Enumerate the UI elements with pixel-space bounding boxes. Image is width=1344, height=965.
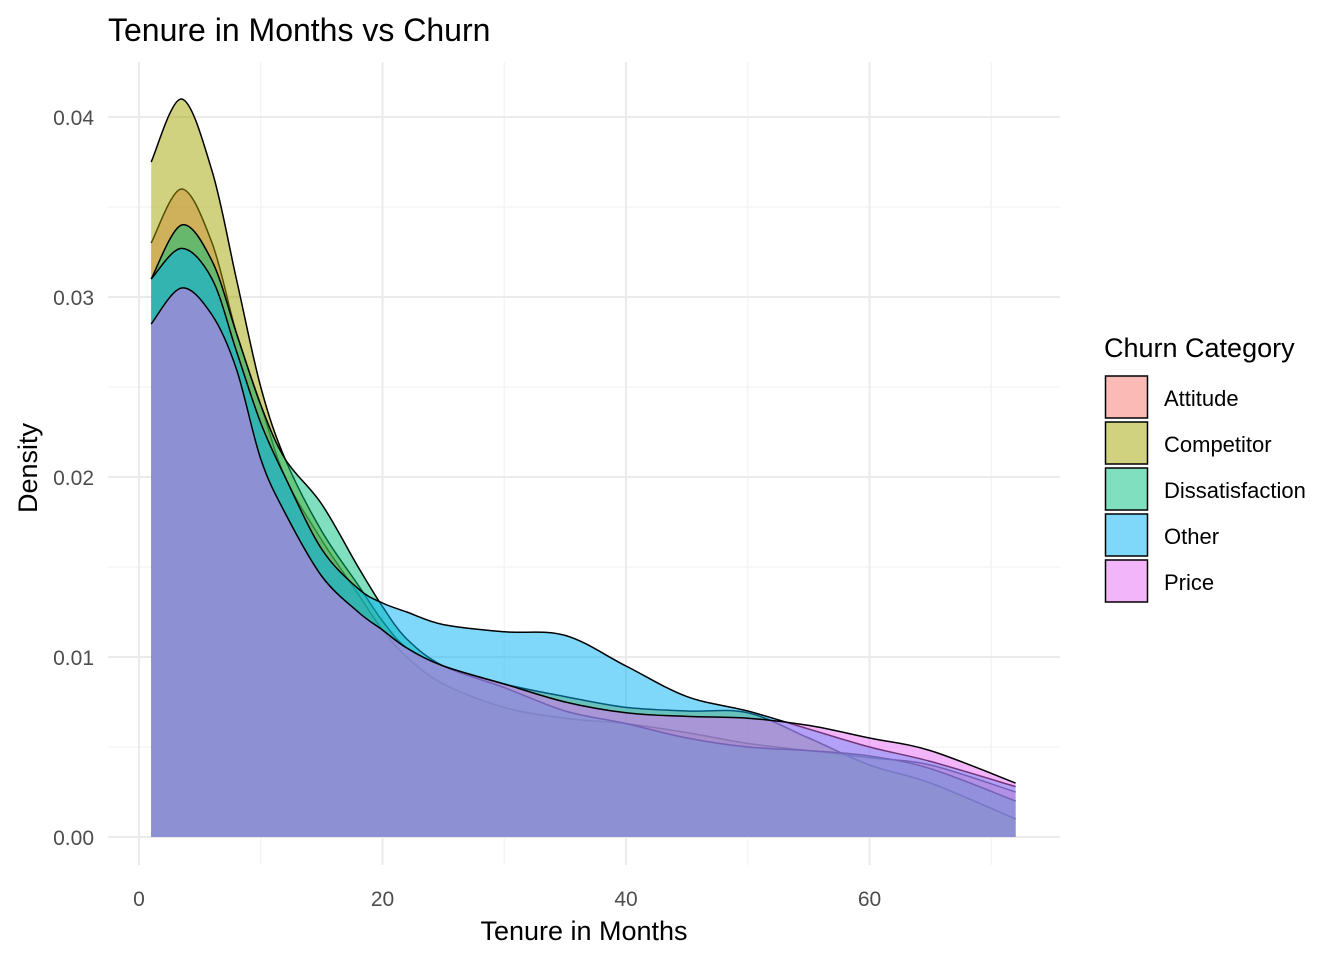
legend-swatch-price bbox=[1104, 559, 1149, 603]
legend-swatch-dissatisfaction bbox=[1104, 467, 1149, 511]
y-tick-label: 0.01 bbox=[53, 647, 94, 670]
y-tick-label: 0.02 bbox=[53, 467, 94, 490]
legend-label-attitude: Attitude bbox=[1164, 386, 1239, 411]
y-tick-label: 0.03 bbox=[53, 287, 94, 310]
legend: Churn Category Attitude Competitor Dissati… bbox=[1104, 333, 1306, 603]
legend-label-competitor: Competitor bbox=[1164, 432, 1272, 457]
chart-title: Tenure in Months vs Churn bbox=[108, 12, 490, 48]
legend-title: Churn Category bbox=[1104, 333, 1295, 363]
density-area-price bbox=[151, 287, 1016, 837]
legend-label-dissatisfaction: Dissatisfaction bbox=[1164, 478, 1306, 503]
x-tick-label: 0 bbox=[133, 888, 145, 911]
x-tick-label: 20 bbox=[371, 888, 394, 911]
legend-label-price: Price bbox=[1164, 570, 1214, 595]
legend-swatch-competitor bbox=[1104, 421, 1149, 465]
y-axis-label: Density bbox=[13, 422, 43, 513]
y-tick-label: 0.00 bbox=[53, 827, 94, 850]
legend-swatch-attitude bbox=[1104, 375, 1149, 419]
x-tick-label: 40 bbox=[614, 888, 637, 911]
y-tick-label: 0.04 bbox=[53, 107, 94, 130]
x-axis-label: Tenure in Months bbox=[480, 916, 687, 946]
density-line-price bbox=[150, 287, 1016, 784]
legend-label-other: Other bbox=[1164, 524, 1219, 549]
legend-swatch-other bbox=[1104, 513, 1149, 557]
x-tick-label: 60 bbox=[858, 888, 881, 911]
